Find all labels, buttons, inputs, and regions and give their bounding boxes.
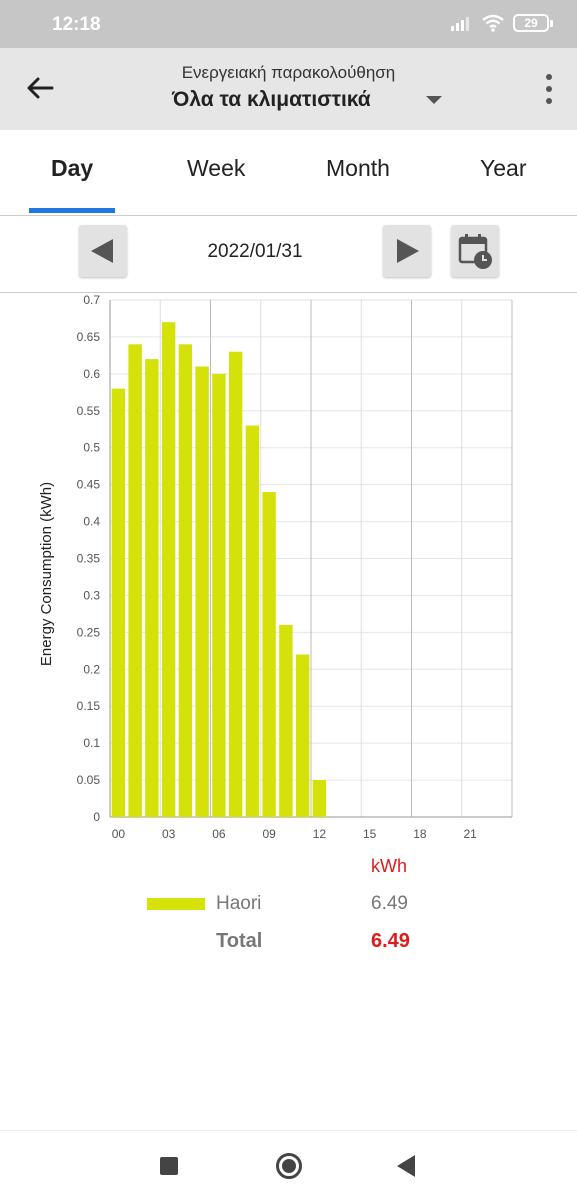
selected-date: 2022/01/31: [207, 241, 303, 262]
recent-apps-button[interactable]: [160, 1157, 178, 1175]
y-tick-label: 0.55: [77, 404, 101, 418]
period-tabs: Day Week Month Year: [0, 130, 577, 216]
y-axis-label: Energy Consumption (kWh): [38, 482, 55, 666]
energy-chart: 0 0.05 0.1 0.15 0.2 0.25 0.3 0.35 0.4 0.45 0.5 0.55…: [0, 293, 577, 854]
bar-hour-7: [228, 351, 243, 817]
x-tick-label: 00: [112, 827, 126, 841]
y-tick-label: 0.1: [83, 736, 100, 750]
chevron-down-icon[interactable]: [426, 96, 442, 104]
y-tick-label: 0.65: [77, 330, 101, 344]
tab-month[interactable]: Month: [326, 155, 390, 181]
signal-icon: [451, 17, 469, 31]
status-time: 12:18: [52, 14, 101, 35]
battery-icon: 29: [513, 14, 553, 32]
tab-indicator: [29, 208, 115, 213]
home-button[interactable]: [276, 1153, 302, 1179]
bar-hour-12: [312, 780, 327, 817]
total-label: Total: [216, 930, 263, 952]
y-tick-label: 0.6: [83, 367, 100, 381]
calendar-button[interactable]: [451, 225, 499, 277]
bar-hour-9: [262, 492, 276, 817]
y-tick-label: 0.4: [83, 515, 100, 529]
status-icons: 29: [451, 14, 553, 32]
bar-hour-3: [161, 322, 176, 817]
y-tick-label: 0.45: [77, 478, 101, 492]
y-tick-label: 0.3: [83, 588, 100, 602]
legend-swatch: [147, 898, 205, 910]
x-tick-label: 03: [162, 827, 176, 841]
system-nav-bar: [0, 1130, 577, 1200]
bar-hour-0: [111, 388, 126, 817]
bar-hour-2: [145, 359, 159, 817]
date-navigation: 2022/01/31: [0, 217, 577, 293]
arrow-right-icon: [397, 239, 419, 263]
y-tick-label: 0.2: [83, 662, 100, 676]
x-tick-label: 15: [363, 827, 377, 841]
x-tick-label: 12: [313, 827, 327, 841]
y-tick-label: 0.15: [77, 699, 101, 713]
status-bar: 12:18 29: [0, 0, 577, 48]
y-tick-label: 0: [93, 810, 100, 824]
more-options-icon[interactable]: [541, 74, 557, 104]
tab-week[interactable]: Week: [187, 155, 246, 181]
tab-year[interactable]: Year: [480, 155, 527, 181]
y-tick-label: 0.35: [77, 552, 101, 566]
legend-series-value: 6.49: [371, 893, 408, 914]
bar-hour-11: [295, 654, 310, 817]
next-date-button[interactable]: [383, 225, 431, 277]
calendar-clock-icon: [458, 234, 492, 269]
unit-label: kWh: [371, 856, 407, 876]
header-title[interactable]: Όλα τα κλιματιστικά: [172, 88, 371, 111]
previous-date-button[interactable]: [79, 225, 127, 277]
total-value: 6.49: [371, 930, 410, 952]
wifi-icon: [482, 14, 504, 32]
header-subtitle: Ενεργειακή παρακολούθηση: [181, 63, 396, 82]
x-tick-label: 21: [463, 827, 477, 841]
bar-hour-1: [128, 344, 142, 817]
arrow-left-icon: [91, 239, 113, 263]
bar-hour-8: [245, 425, 260, 817]
y-tick-label: 0.25: [77, 625, 101, 639]
back-arrow-icon[interactable]: [22, 70, 58, 106]
bar-hour-6: [212, 373, 226, 817]
x-tick-label: 09: [262, 827, 276, 841]
y-tick-label: 0.7: [83, 294, 100, 307]
app-bar: Ενεργειακή παρακολούθηση Όλα τα κλιματισ…: [0, 48, 577, 130]
energy-chart-svg: 0 0.05 0.1 0.15 0.2 0.25 0.3 0.35 0.4 0.45 0.5 0.55…: [38, 293, 513, 841]
legend-series-name: Haori: [216, 893, 262, 914]
y-tick-label: 0.05: [77, 773, 101, 787]
x-tick-label: 18: [413, 827, 427, 841]
tab-day[interactable]: Day: [51, 155, 94, 181]
legend: kWh Haori 6.49 Total 6.49: [0, 850, 577, 970]
system-back-button[interactable]: [397, 1155, 415, 1177]
bar-hour-5: [195, 366, 209, 817]
y-tick-label: 0.5: [83, 441, 100, 455]
bar-hour-4: [178, 344, 193, 817]
bar-hour-10: [279, 624, 293, 817]
x-tick-label: 06: [212, 827, 226, 841]
